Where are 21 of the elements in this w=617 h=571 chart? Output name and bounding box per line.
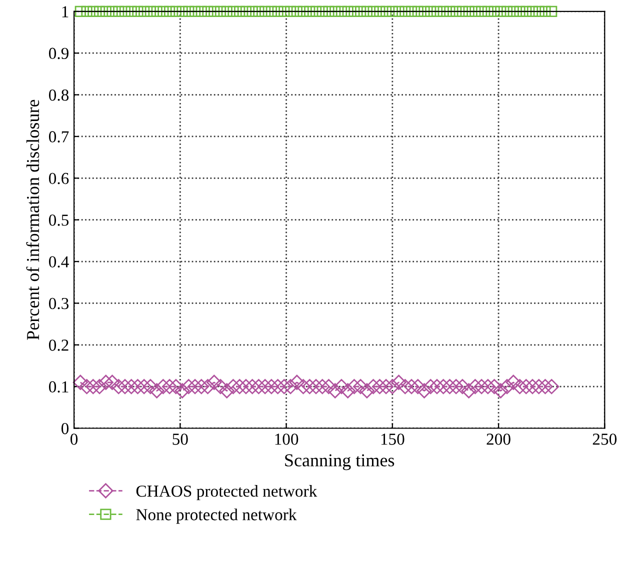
y-tick-label: 0.4 bbox=[48, 256, 69, 268]
y-tick-label: 0.6 bbox=[48, 172, 69, 184]
y-tick-label: 0 bbox=[61, 422, 69, 434]
y-tick-label: 0.1 bbox=[48, 381, 68, 393]
y-tick-label: 0.3 bbox=[48, 298, 69, 310]
x-tick-label: 150 bbox=[381, 434, 404, 445]
y-tick-label: 0.7 bbox=[48, 131, 69, 142]
y-tick-label: 1 bbox=[62, 6, 68, 18]
x-axis-title: Scanning times bbox=[285, 454, 394, 470]
x-tick-label: 0 bbox=[70, 434, 78, 445]
legend-label: None protected network bbox=[136, 508, 297, 524]
y-tick-label: 0.9 bbox=[48, 48, 68, 60]
y-axis-title: Percent of information disclosure bbox=[26, 100, 40, 340]
y-tick-label: 0.2 bbox=[48, 340, 68, 351]
legend-label: CHAOS protected network bbox=[136, 485, 318, 500]
x-tick-label: 250 bbox=[592, 434, 617, 445]
y-tick-label: 0.5 bbox=[48, 214, 69, 226]
y-tick-label: 0.8 bbox=[48, 89, 69, 101]
x-tick-label: 100 bbox=[275, 434, 298, 445]
x-tick-label: 200 bbox=[486, 434, 510, 445]
x-tick-label: 50 bbox=[172, 434, 188, 445]
